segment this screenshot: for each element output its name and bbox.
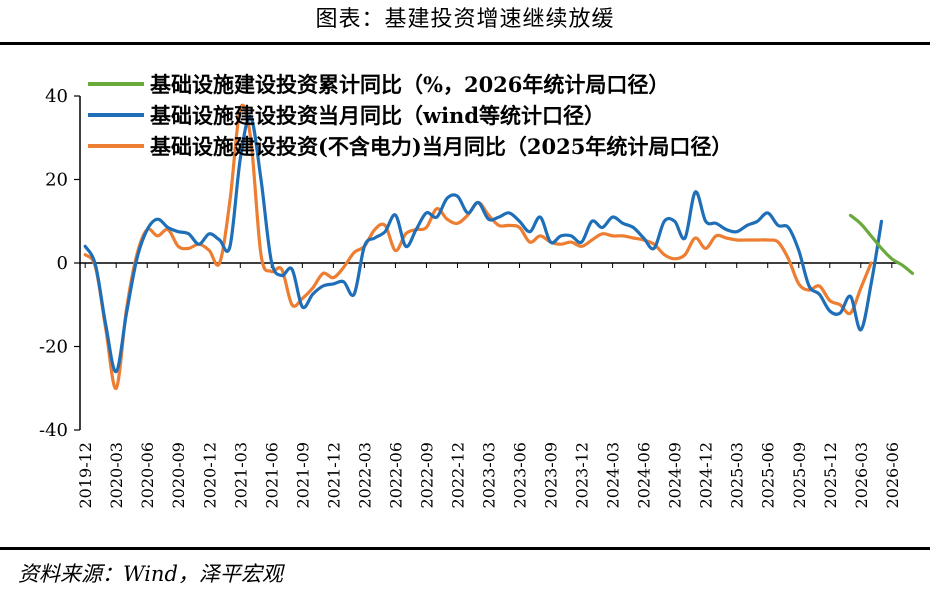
x-tick-label: 2022-03 — [355, 442, 374, 508]
source-note: 资料来源：Wind，泽平宏观 — [18, 562, 283, 586]
x-tick-label: 2020-09 — [169, 442, 188, 508]
y-tick-label: 0 — [57, 253, 68, 274]
series-lines — [83, 103, 915, 390]
x-tick-label: 2020-12 — [200, 442, 219, 508]
x-tick-label: 2024-09 — [666, 442, 685, 508]
y-tick-label: 40 — [45, 86, 68, 107]
x-tick-label: 2024-03 — [604, 442, 623, 508]
x-tick-label: 2020-03 — [107, 442, 126, 508]
legend: 基础设施建设投资累计同比（%，2026年统计局口径） 基础设施建设投资当月同比（… — [88, 72, 732, 159]
x-tick-label: 2024-06 — [635, 442, 654, 508]
x-tick-label: 2025-09 — [790, 442, 809, 508]
x-tick-label: 2023-06 — [511, 442, 530, 508]
x-tick-label: 2025-12 — [821, 442, 840, 508]
x-tick-label: 2019-12 — [76, 442, 95, 508]
x-tick-label: 2022-09 — [417, 442, 436, 508]
title-divider — [0, 42, 930, 45]
x-tick-label: 2021-03 — [231, 442, 250, 508]
axes: -40 -20 0 20 40 2019-12 2020-03 2020-06 2020-09 2… — [39, 86, 902, 508]
x-tick-label: 2023-03 — [480, 442, 499, 508]
x-tick-label: 2024-12 — [697, 442, 716, 508]
x-tick-label: 2022-12 — [448, 442, 467, 508]
x-tick-label: 2021-12 — [324, 442, 343, 508]
legend-label-monthly-wind: 基础设施建设投资当月同比（wind等统计口径） — [150, 103, 605, 128]
legend-label-cumulative: 基础设施建设投资累计同比（%，2026年统计局口径） — [150, 72, 669, 97]
y-tick-label: -20 — [39, 337, 68, 358]
line-cumulative-2026 — [848, 213, 915, 275]
x-tick-label: 2023-09 — [542, 442, 561, 508]
x-tick-label: 2023-12 — [573, 442, 592, 508]
legend-label-monthly-ex-power: 基础设施建设投资(不含电力)当月同比（2025年统计局口径） — [150, 134, 732, 159]
x-tick-label: 2025-03 — [728, 442, 747, 508]
source-divider — [0, 547, 930, 550]
x-tick-label: 2025-06 — [759, 442, 778, 508]
line-monthly-wind — [83, 115, 884, 374]
x-tick-label: 2026-06 — [883, 442, 902, 508]
chart-title: 图表：基建投资增速继续放缓 — [315, 7, 615, 32]
x-tick-label: 2021-06 — [262, 442, 281, 508]
x-tick-label: 2021-09 — [293, 442, 312, 508]
x-tick-label: 2022-06 — [386, 442, 405, 508]
x-tick-label: 2026-03 — [852, 442, 871, 508]
y-tick-label: -40 — [39, 420, 68, 441]
y-tick-label: 20 — [45, 170, 68, 191]
x-tick-label: 2020-06 — [138, 442, 157, 508]
line-chart: -40 -20 0 20 40 2019-12 2020-03 2020-06 2020-09 2… — [39, 72, 915, 508]
